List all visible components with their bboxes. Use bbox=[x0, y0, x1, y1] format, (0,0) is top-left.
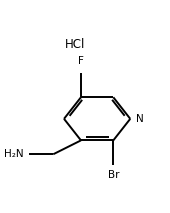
Text: F: F bbox=[78, 56, 84, 66]
Text: Br: Br bbox=[108, 170, 119, 180]
Text: H₂N: H₂N bbox=[4, 149, 24, 159]
Text: HCl: HCl bbox=[65, 38, 85, 51]
Text: N: N bbox=[136, 114, 144, 124]
